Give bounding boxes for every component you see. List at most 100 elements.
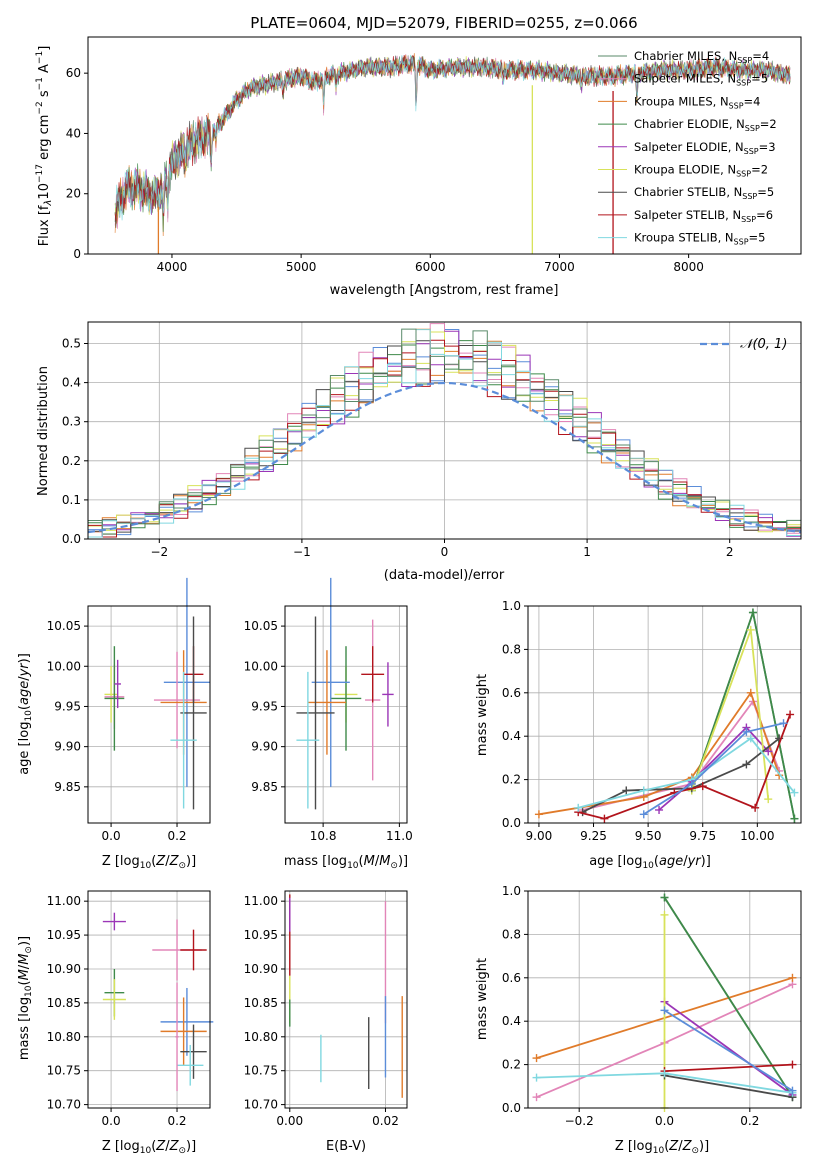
- histogram-series: [88, 331, 801, 533]
- x-tick-label: 1: [583, 545, 591, 559]
- age-vs-Z-panel: 0.0 0.2 9.85 9.90 9.95 10.00 10.05: [47, 577, 211, 843]
- mass-weight-vs-age-panel: 9.00 9.25 9.50 9.75 10.00 0.0 0.2 0.4 0.6 0.8 1.0: [502, 599, 802, 843]
- marks: [104, 577, 210, 810]
- age-vs-mass-panel: 10.8 11.0 9.85 9.90 9.95 10.00 10.05: [244, 577, 413, 843]
- y-tick-label: 11.00: [47, 894, 81, 908]
- y-tick-label: 9.85: [251, 780, 278, 794]
- x-tick-label: −1: [293, 545, 311, 559]
- y-tick-label: 10.85: [244, 996, 278, 1010]
- x-tick-label: 7000: [544, 260, 575, 274]
- x-tick-label: 4000: [157, 260, 188, 274]
- y-tick-label: 9.95: [54, 699, 81, 713]
- spectrum-lines: [114, 53, 791, 254]
- x-tick-label: 0.02: [372, 1114, 399, 1128]
- spectrum-panel: 4000 5000 6000 7000 8000 0 20 40 60 wavelength […: [35, 36, 802, 298]
- x-tick-label: 9.75: [689, 829, 716, 843]
- y-tick-label: 40: [66, 126, 81, 140]
- spectrum-x-label: wavelength [Angstrom, rest frame]: [330, 283, 559, 298]
- legend-label: Chabrier STELIB, NSSP=5: [634, 185, 774, 201]
- y-tick-label: 0.4: [502, 1014, 521, 1028]
- y-tick-label: 0.6: [502, 971, 521, 985]
- x-tick-label: 11.0: [386, 829, 413, 843]
- x-tick-label: −0.2: [565, 1114, 594, 1128]
- y-tick-label: 9.90: [251, 740, 278, 754]
- marks: [296, 577, 394, 810]
- marks: [102, 912, 214, 1092]
- histogram-series: [88, 329, 801, 538]
- x-tick-label: 9.25: [580, 829, 607, 843]
- series-line: [582, 737, 780, 813]
- series-line: [643, 722, 784, 816]
- y-tick-label: 0.1: [62, 493, 81, 507]
- series-line: [664, 1063, 793, 1072]
- marks: [289, 894, 403, 1098]
- y-tick-label: 10.80: [47, 1030, 81, 1044]
- mwAge-ylabel: mass weight: [475, 674, 490, 756]
- massE-xlabel: E(B-V): [326, 1139, 366, 1154]
- residual-legend: 𝒩(0, 1): [700, 337, 787, 352]
- x-tick-label: 0.0: [655, 1114, 674, 1128]
- y-tick-label: 9.85: [54, 780, 81, 794]
- y-tick-label: 0.6: [502, 686, 521, 700]
- spectrum-xlabel: wavelength [Angstrom, rest frame]: [330, 283, 559, 298]
- series-line: [663, 1000, 794, 1096]
- y-tick-label: 0.3: [62, 415, 81, 429]
- spectrum-ylabel: Flux [fλ10−17 erg cm−2 s−1 A−1]: [35, 46, 54, 247]
- x-tick-label: 0.2: [167, 829, 186, 843]
- residual-xlabel: (data-model)/error: [384, 568, 505, 583]
- spectrum-line: [114, 54, 791, 221]
- panel-frame: [87, 605, 211, 824]
- mwZ-xlabel: Z [log10(Z/Z⊙)]: [615, 1139, 709, 1156]
- normal-curve: [87, 381, 802, 534]
- panel-frame: [284, 605, 408, 824]
- y-tick-label: 10.05: [47, 619, 81, 633]
- y-tick-label: 10.00: [47, 659, 81, 673]
- legend-label: Chabrier ELODIE, NSSP=2: [634, 117, 777, 133]
- y-tick-label: 0.2: [502, 1058, 521, 1072]
- x-tick-label: 0.0: [102, 1114, 121, 1128]
- panel-frame: [87, 890, 211, 1109]
- legend-label: Kroupa ELODIE, NSSP=2: [634, 163, 768, 179]
- y-tick-label: 0.0: [62, 532, 81, 546]
- x-tick-label: 10.8: [310, 829, 337, 843]
- mwAge-xlabel: age [log10(age/yr)]: [589, 854, 711, 871]
- mass-vs-Z-panel: 0.0 0.2 10.70 10.75 10.80 10.85 10.90 10.95 11.0…: [47, 890, 214, 1128]
- residual-ylabel: Normed distribution: [36, 366, 51, 496]
- mass-weight-vs-Z-panel: −0.2 0.0 0.2 0.0 0.2 0.4 0.6 0.8 1.0: [502, 884, 802, 1128]
- x-tick-label: 0.2: [740, 1114, 759, 1128]
- x-tick-label: 9.50: [635, 829, 662, 843]
- y-tick-label: 0.0: [502, 1101, 521, 1115]
- y-tick-label: 20: [66, 187, 81, 201]
- legend-label: Salpeter STELIB, NSSP=6: [634, 208, 773, 224]
- y-tick-label: 0.2: [502, 773, 521, 787]
- legend-label: Salpeter ELODIE, NSSP=3: [634, 140, 776, 156]
- y-tick-label: 9.90: [54, 740, 81, 754]
- series-line: [663, 897, 794, 1098]
- x-tick-label: 0.00: [276, 1114, 303, 1128]
- massZ-ylabel: mass [log10(M/M⊙)]: [17, 936, 34, 1060]
- panel-frame: [527, 890, 802, 1109]
- y-tick-label: 10.75: [244, 1064, 278, 1078]
- legend-label: Salpeter MILES, NSSP=5: [634, 72, 768, 88]
- y-tick-label: 0.5: [62, 337, 81, 351]
- y-tick-label: 10.05: [244, 619, 278, 633]
- histogram-series: [88, 328, 801, 530]
- y-tick-label: 1.0: [502, 599, 521, 613]
- mwZ-ylabel: mass weight: [475, 958, 490, 1040]
- y-tick-label: 0.0: [502, 816, 521, 830]
- y-tick-label: 0.4: [62, 376, 81, 390]
- y-tick-label: 10.85: [47, 996, 81, 1010]
- legend-label: Kroupa MILES, NSSP=4: [634, 94, 760, 110]
- x-tick-label: 0.0: [102, 829, 121, 843]
- panel-frame: [527, 605, 802, 824]
- ageZ-xlabel: Z [log10(Z/Z⊙)]: [102, 854, 196, 871]
- y-tick-label: 10.90: [244, 962, 278, 976]
- series-line: [582, 699, 781, 811]
- y-tick-label: 0.4: [502, 729, 521, 743]
- x-tick-label: −2: [150, 545, 168, 559]
- y-tick-label: 10.80: [244, 1030, 278, 1044]
- y-tick-label: 60: [66, 66, 81, 80]
- series-line: [664, 1009, 793, 1092]
- histogram-series: [88, 339, 801, 538]
